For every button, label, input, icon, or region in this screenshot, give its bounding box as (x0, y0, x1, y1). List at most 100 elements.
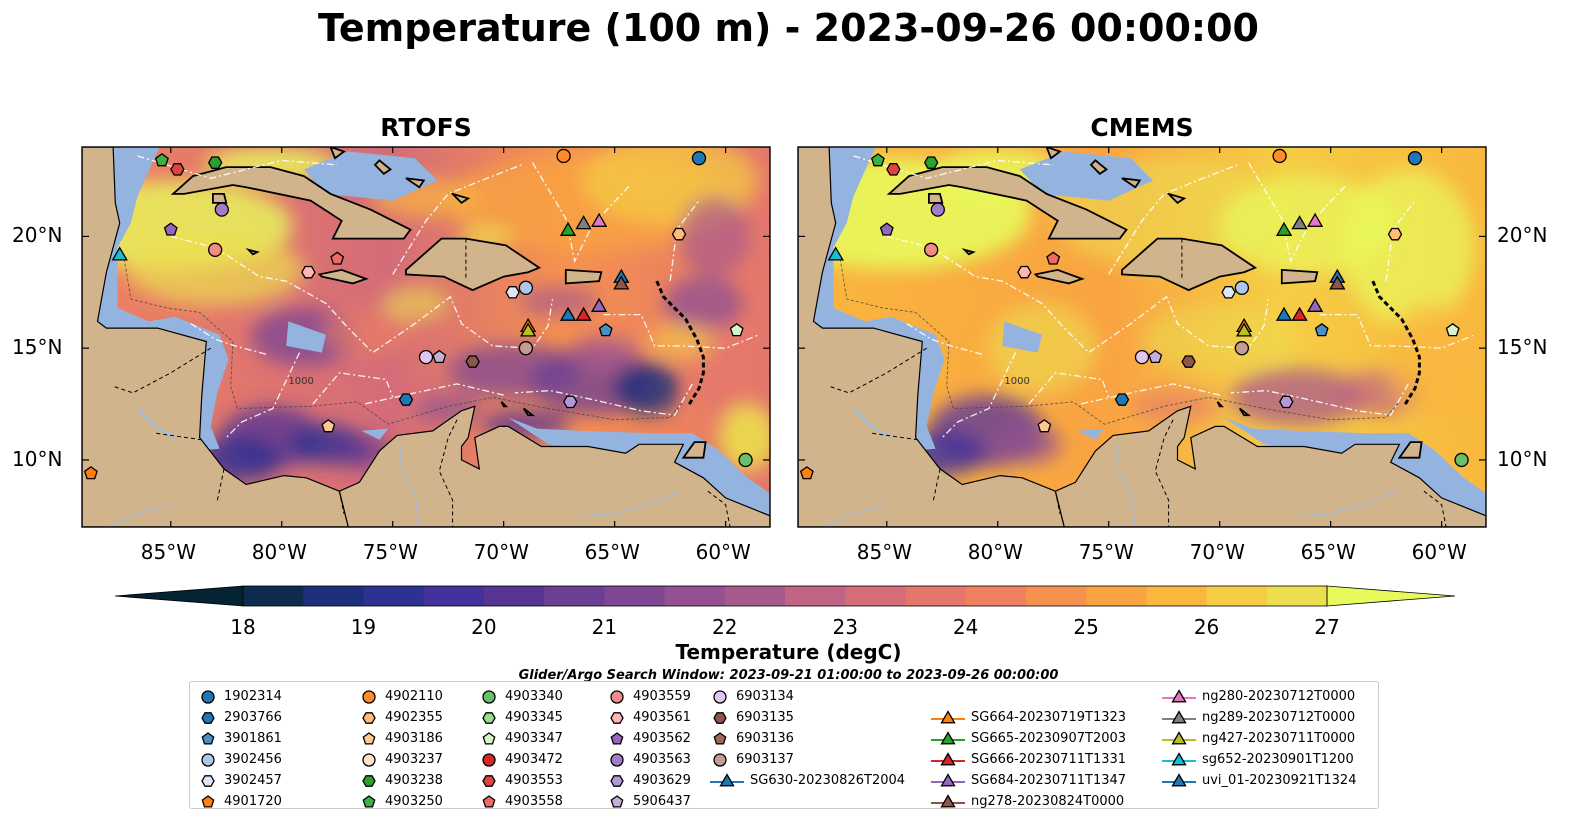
obs-argo-4901720[interactable] (799, 466, 814, 480)
obs-argo-4903238[interactable] (923, 156, 939, 169)
obs-glider-SG684-20230711T1347[interactable] (590, 297, 608, 312)
legend-pentagon-marker[interactable] (713, 731, 727, 745)
obs-argo-4903558[interactable] (330, 251, 345, 265)
obs-glider-ng289-20230712T0000[interactable] (575, 215, 592, 230)
obs-argo-6903134[interactable] (1134, 349, 1150, 365)
legend-pentagon-marker[interactable] (201, 794, 215, 808)
obs-argo-4903238[interactable] (207, 156, 223, 169)
obs-argo-4902355[interactable] (1387, 227, 1403, 241)
obs-glider-SG630-20230826T2004[interactable] (1275, 306, 1293, 321)
obs-glider-SG630-20230826T2004[interactable] (559, 306, 577, 321)
obs-argo-3902456[interactable] (518, 280, 534, 295)
obs-glider-SG684-20230711T1347[interactable] (1306, 297, 1324, 312)
obs-argo-1902314[interactable] (691, 151, 707, 166)
obs-argo-4903553[interactable] (886, 163, 901, 176)
legend-hexagon-marker[interactable] (362, 774, 376, 787)
obs-argo-6903135[interactable] (1181, 355, 1196, 368)
obs-argo-4903559[interactable] (208, 242, 223, 257)
legend-circle-marker[interactable] (610, 689, 624, 704)
legend-hexagon-marker[interactable] (482, 774, 496, 787)
legend-circle-marker[interactable] (201, 689, 215, 704)
obs-glider-ng278-20230824T0000[interactable] (613, 275, 630, 290)
legend-triangle-marker[interactable] (1171, 688, 1187, 702)
obs-argo-4902110[interactable] (556, 148, 571, 164)
legend-triangle-marker[interactable] (940, 751, 956, 765)
obs-argo-4903629[interactable] (563, 395, 578, 409)
obs-argo-3902457[interactable] (1221, 286, 1236, 299)
obs-glider-SG665-20230907T2003[interactable] (559, 221, 577, 236)
legend-circle-marker[interactable] (713, 689, 727, 704)
obs-argo-4903250[interactable] (154, 153, 169, 167)
obs-argo-3902456[interactable] (1234, 280, 1250, 295)
legend-triangle-marker[interactable] (1171, 751, 1187, 765)
legend-circle-marker[interactable] (201, 752, 215, 767)
legend-hexagon-marker[interactable] (610, 774, 624, 787)
obs-argo-5906437[interactable] (432, 349, 447, 364)
legend-triangle-marker[interactable] (940, 772, 956, 786)
obs-argo-4903340[interactable] (1454, 452, 1469, 468)
obs-argo-4903561[interactable] (1017, 265, 1032, 279)
obs-glider-ng280-20230712T0000[interactable] (590, 212, 608, 227)
obs-argo-4903562[interactable] (879, 222, 894, 236)
legend-hexagon-marker[interactable] (713, 711, 727, 724)
obs-argo-4903186[interactable] (321, 419, 336, 433)
obs-glider-sg652-20230901T1200[interactable] (111, 246, 128, 261)
legend-hexagon-marker[interactable] (201, 774, 215, 787)
legend-triangle-marker[interactable] (1171, 709, 1187, 723)
legend-circle-marker[interactable] (362, 752, 376, 767)
obs-glider-ng289-20230712T0000[interactable] (1291, 215, 1308, 230)
obs-argo-6903134[interactable] (418, 349, 434, 365)
obs-argo-3901861[interactable] (1314, 322, 1329, 337)
obs-argo-3902457[interactable] (505, 286, 520, 299)
obs-argo-4903629[interactable] (1279, 395, 1294, 409)
obs-argo-4901720[interactable] (83, 466, 98, 480)
obs-argo-1902314[interactable] (1407, 151, 1423, 166)
legend-pentagon-marker[interactable] (610, 794, 624, 808)
obs-argo-4903347[interactable] (1445, 322, 1460, 337)
obs-argo-6903137[interactable] (1234, 341, 1250, 356)
obs-argo-4903563[interactable] (214, 202, 229, 217)
obs-argo-4903562[interactable] (163, 222, 178, 236)
obs-argo-4903553[interactable] (170, 163, 185, 176)
obs-argo-5906437[interactable] (1148, 349, 1163, 364)
obs-argo-2903766[interactable] (1114, 393, 1130, 406)
legend-pentagon-marker[interactable] (610, 731, 624, 745)
obs-argo-4903186[interactable] (1037, 419, 1052, 433)
obs-argo-4903558[interactable] (1046, 251, 1061, 265)
legend-triangle-marker[interactable] (1171, 772, 1187, 786)
legend-triangle-marker[interactable] (1171, 730, 1187, 744)
obs-argo-6903137[interactable] (518, 341, 534, 356)
obs-argo-4903250[interactable] (870, 153, 885, 167)
obs-argo-2903766[interactable] (398, 393, 414, 406)
obs-argo-4903347[interactable] (729, 322, 744, 337)
obs-glider-ng427-20230711T0000[interactable] (1235, 322, 1253, 337)
legend-triangle-marker[interactable] (940, 793, 956, 807)
legend-hexagon-marker[interactable] (201, 711, 215, 724)
obs-glider-SG666-20230711T1331[interactable] (575, 306, 592, 321)
legend-circle-marker[interactable] (713, 752, 727, 767)
legend-pentagon-marker[interactable] (482, 794, 496, 808)
obs-glider-SG666-20230711T1331[interactable] (1291, 306, 1308, 321)
obs-glider-ng280-20230712T0000[interactable] (1306, 212, 1324, 227)
obs-argo-4902110[interactable] (1272, 148, 1287, 164)
legend-triangle-marker[interactable] (719, 772, 735, 786)
legend-pentagon-marker[interactable] (482, 731, 496, 745)
legend-triangle-marker[interactable] (940, 709, 956, 723)
legend-circle-marker[interactable] (610, 752, 624, 767)
obs-glider-SG665-20230907T2003[interactable] (1275, 221, 1293, 236)
obs-glider-sg652-20230901T1200[interactable] (827, 246, 844, 261)
obs-argo-4903563[interactable] (930, 202, 945, 217)
obs-argo-3901861[interactable] (598, 322, 613, 337)
legend-circle-marker[interactable] (482, 752, 496, 767)
legend-circle-marker[interactable] (482, 689, 496, 704)
obs-argo-4903561[interactable] (301, 265, 316, 279)
legend-pentagon-marker[interactable] (362, 794, 376, 808)
obs-argo-4902355[interactable] (671, 227, 687, 241)
map-panel-rtofs[interactable]: 1000 (81, 146, 771, 528)
obs-glider-ng278-20230824T0000[interactable] (1329, 275, 1346, 290)
legend-circle-marker[interactable] (362, 689, 376, 704)
obs-glider-ng427-20230711T0000[interactable] (519, 322, 537, 337)
map-panel-cmems[interactable]: 1000 (797, 146, 1487, 528)
obs-argo-6903135[interactable] (465, 355, 480, 368)
obs-argo-4903340[interactable] (738, 452, 753, 468)
